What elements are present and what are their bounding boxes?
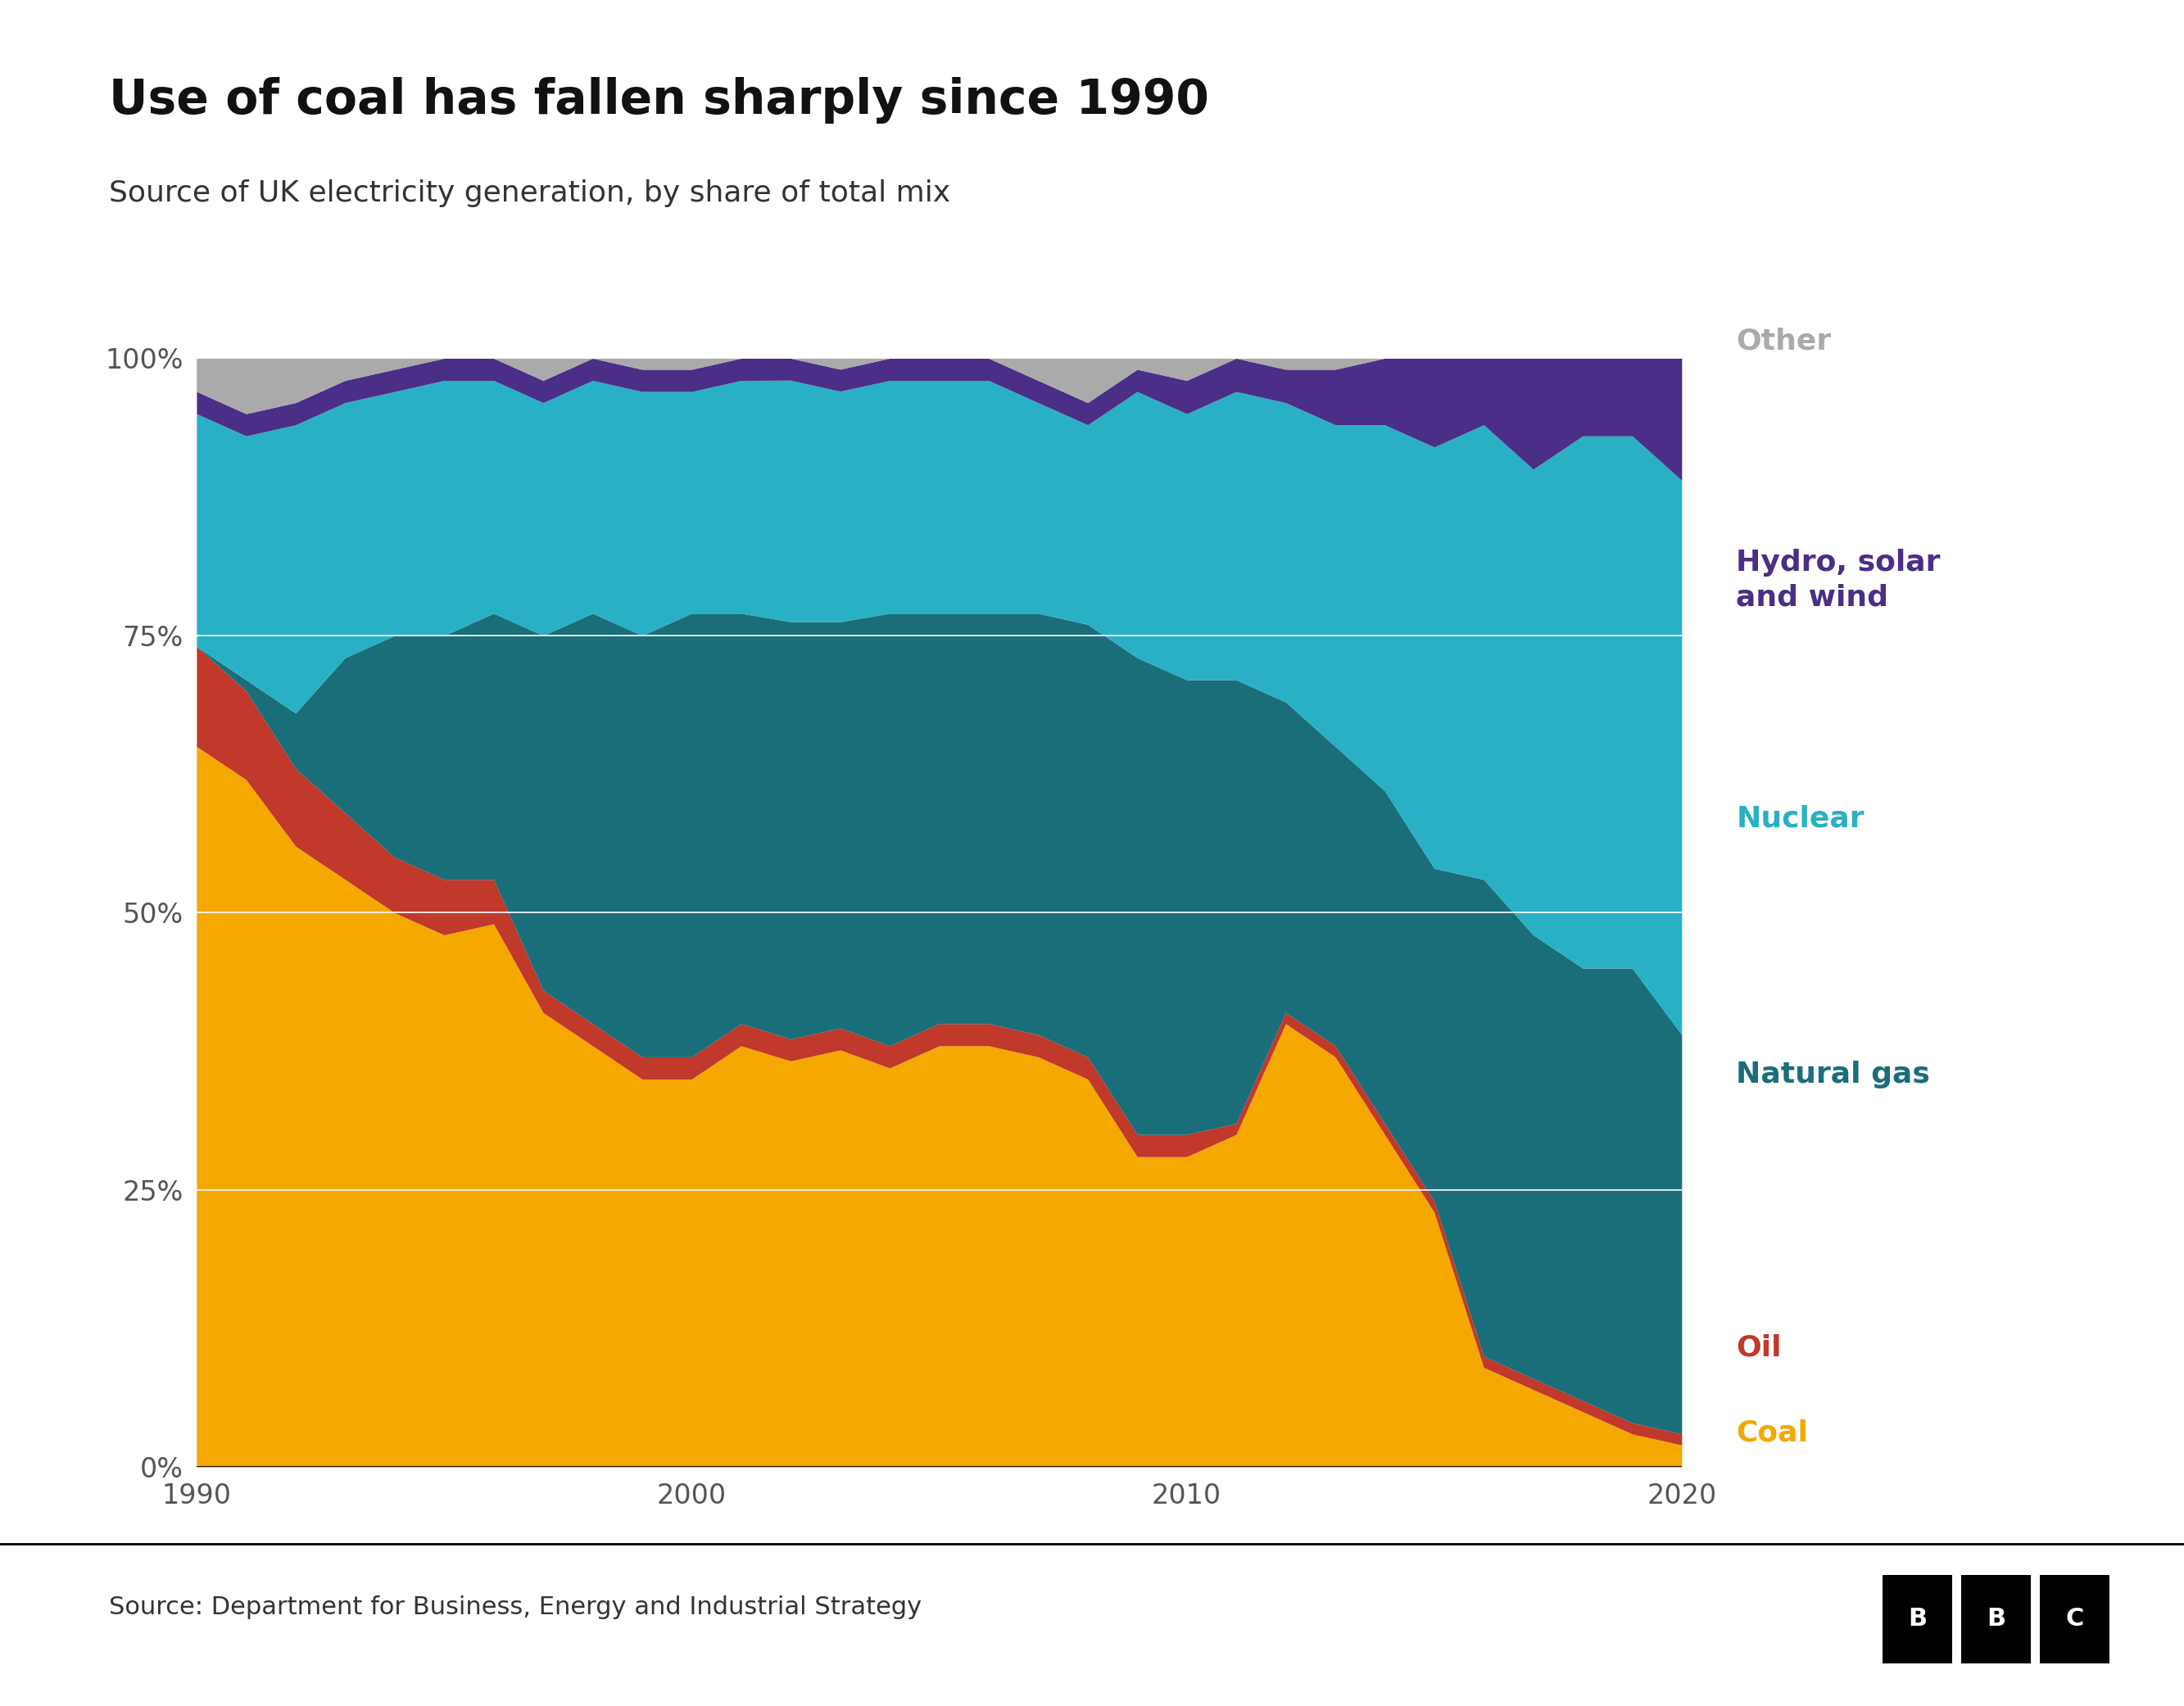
Text: Nuclear: Nuclear [1736, 805, 1865, 833]
Text: Hydro, solar
and wind: Hydro, solar and wind [1736, 549, 1942, 611]
Text: B: B [1909, 1607, 1926, 1631]
Text: C: C [2066, 1607, 2084, 1631]
Text: Use of coal has fallen sharply since 1990: Use of coal has fallen sharply since 199… [109, 77, 1210, 123]
Text: Other: Other [1736, 328, 1832, 355]
Text: B: B [1987, 1607, 2005, 1631]
Text: Natural gas: Natural gas [1736, 1061, 1931, 1088]
Text: Coal: Coal [1736, 1419, 1808, 1447]
Text: Oil: Oil [1736, 1334, 1782, 1361]
Text: Source of UK electricity generation, by share of total mix: Source of UK electricity generation, by … [109, 179, 950, 206]
Text: Source: Department for Business, Energy and Industrial Strategy: Source: Department for Business, Energy … [109, 1595, 922, 1619]
